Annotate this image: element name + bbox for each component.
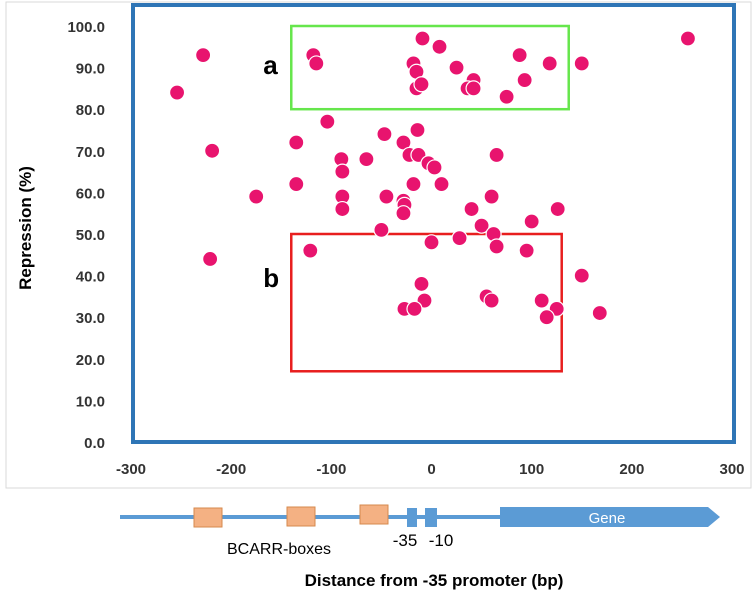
gene-label: Gene: [589, 510, 626, 527]
data-point: [168, 84, 186, 101]
data-point: [358, 151, 375, 168]
data-point: [413, 275, 430, 293]
y-tick-label: 30.0: [76, 310, 105, 327]
x-axis-ticks: -300 -200 -100 0 100 200 300: [116, 461, 745, 478]
x-tick-label: -300: [116, 461, 146, 478]
data-point: [376, 126, 393, 143]
data-point: [533, 292, 550, 309]
data-point: [409, 121, 426, 139]
gene-arrow: [500, 507, 720, 527]
data-point: [319, 113, 336, 130]
data-point: [378, 188, 395, 205]
x-tick-label: 200: [619, 461, 644, 478]
data-point: [451, 230, 468, 247]
data-point: [288, 175, 305, 193]
data-point: [483, 188, 500, 205]
data-point: [573, 55, 590, 72]
x-tick-label: -100: [316, 461, 346, 478]
data-point: [413, 76, 430, 93]
x-tick-label: 100: [519, 461, 544, 478]
y-tick-label: 60.0: [76, 185, 105, 202]
data-point: [423, 234, 440, 251]
y-tick-label: 70.0: [76, 144, 105, 161]
data-point: [463, 200, 480, 218]
y-tick-label: 0.0: [84, 435, 105, 452]
promoter-map: Gene BCARR-boxes -35 -10: [120, 504, 720, 558]
data-point: [538, 309, 555, 326]
data-point: [334, 163, 351, 180]
minus10-element: [425, 508, 437, 527]
minus35-element: [407, 508, 417, 527]
data-point: [308, 55, 325, 72]
data-point: [334, 200, 351, 218]
region-label-a: a: [263, 50, 278, 80]
data-point: [465, 80, 482, 97]
y-tick-label: 100.0: [67, 19, 105, 36]
data-point: [573, 267, 590, 284]
x-tick-label: -200: [216, 461, 246, 478]
data-point: [473, 217, 490, 234]
minus35-label: -35: [393, 531, 418, 550]
y-tick-label: 50.0: [76, 227, 105, 244]
y-tick-label: 40.0: [76, 269, 105, 286]
y-tick-label: 10.0: [76, 393, 105, 410]
data-point: [511, 47, 528, 64]
y-axis-ticks: 0.0 10.0 20.0 30.0 40.0 50.0 60.0 70.0 80.0 90.0 1…: [67, 19, 105, 452]
data-point: [395, 205, 412, 222]
data-point: [518, 242, 535, 259]
bcarr-box-3: [359, 504, 389, 525]
bcarr-box-1: [193, 507, 223, 528]
data-point: [679, 30, 697, 47]
plot-area-frame: [131, 3, 736, 444]
data-point: [549, 200, 566, 218]
bcarr-label: BCARR-boxes: [227, 541, 331, 558]
x-tick-label: 0: [427, 461, 435, 478]
data-points: [168, 30, 697, 326]
y-tick-label: 20.0: [76, 352, 105, 369]
data-point: [498, 88, 515, 105]
y-tick-label: 90.0: [76, 61, 105, 78]
data-point: [523, 213, 540, 230]
data-point: [488, 146, 505, 164]
data-point: [431, 38, 448, 55]
data-point: [541, 55, 558, 72]
region-box-a: [290, 24, 570, 111]
data-point: [488, 238, 505, 255]
data-point: [302, 242, 319, 259]
data-point: [516, 71, 533, 89]
region-label-b: b: [263, 263, 279, 293]
outer-frame: [5, 1, 752, 489]
x-tick-label: 300: [719, 461, 744, 478]
data-point: [373, 221, 390, 238]
data-point: [202, 250, 219, 268]
data-point: [426, 159, 443, 176]
y-tick-label: 80.0: [76, 102, 105, 119]
data-point: [414, 30, 431, 47]
data-point: [448, 59, 465, 76]
data-point: [406, 300, 423, 317]
data-point: [483, 292, 500, 309]
data-point: [248, 188, 265, 205]
data-point: [288, 134, 305, 151]
data-point: [591, 304, 608, 322]
data-point: [405, 175, 422, 193]
data-point: [433, 175, 450, 193]
bcarr-box-2: [286, 506, 316, 527]
data-point: [195, 47, 212, 64]
y-axis-label: Repression (%): [16, 166, 35, 290]
x-axis-label: Distance from -35 promoter (bp): [305, 571, 564, 590]
minus10-label: -10: [429, 531, 454, 550]
data-point: [204, 142, 221, 159]
